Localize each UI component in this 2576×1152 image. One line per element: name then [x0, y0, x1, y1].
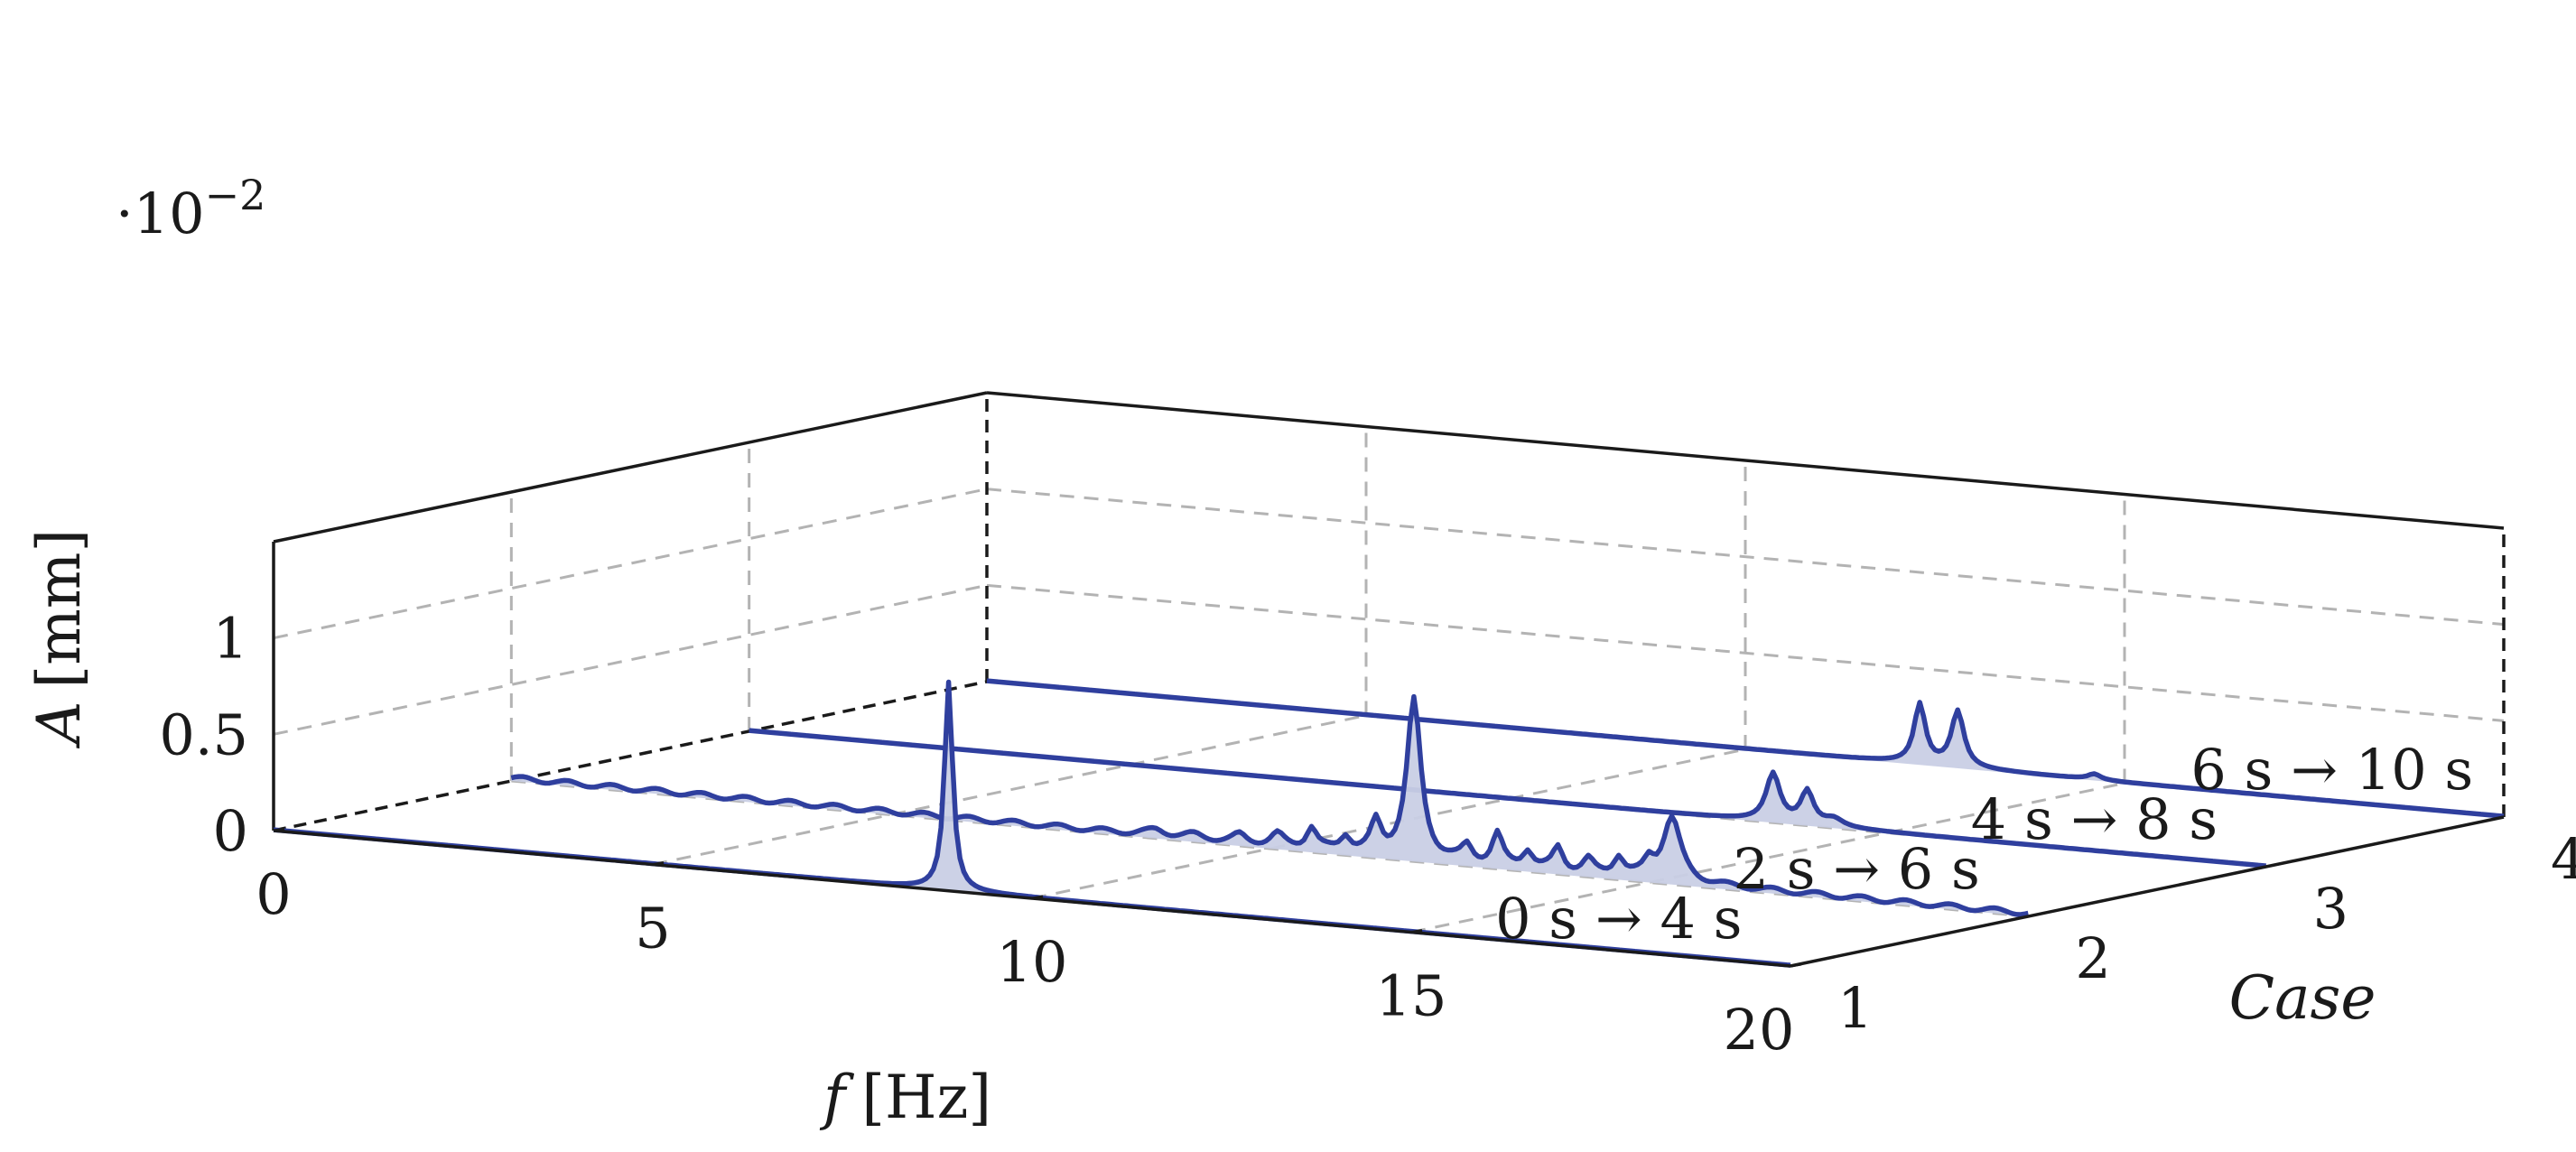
- box-edge-top-back: [986, 391, 2505, 530]
- z-multiplier-base: ·10: [116, 181, 205, 246]
- x-tick-mark: [273, 827, 285, 832]
- series-line-2: [510, 693, 2029, 917]
- x-tick-mark: [1410, 929, 1423, 934]
- series-fill-2: [511, 696, 2029, 916]
- z-tick-label: 1: [213, 606, 248, 672]
- series-line-4: [986, 678, 2505, 819]
- y-axis-title: Case: [2229, 963, 2376, 1033]
- grid-side-amp: [273, 583, 988, 736]
- z-axis-var: A: [24, 701, 94, 750]
- axis-box: [272, 391, 2506, 832]
- z-axis-unit: [mm]: [24, 529, 94, 689]
- x-axis-title: f [Hz]: [819, 1063, 991, 1132]
- y-tick-label: 1: [1837, 975, 1873, 1041]
- x-tick-mark: [1790, 962, 1802, 968]
- z-multiplier-label: ·10−2: [116, 171, 265, 246]
- y-axis-line: [1790, 815, 2505, 968]
- x-tick-label: 15: [1376, 963, 1447, 1029]
- z-tick-label: 0: [213, 798, 248, 864]
- x-axis-var: f: [819, 1063, 855, 1132]
- y-tick-label: 3: [2313, 876, 2348, 942]
- x-tick-label: 5: [635, 896, 670, 962]
- y-tick-label: 2: [2075, 925, 2110, 991]
- series-2: [510, 693, 2029, 917]
- x-tick-label: 10: [997, 929, 1068, 995]
- x-tick-label: 20: [1724, 997, 1795, 1063]
- series-label-1: 0 s → 4 s: [1495, 886, 1742, 952]
- z-tick-label: 0.5: [159, 701, 248, 767]
- grid-side-amp: [273, 488, 988, 640]
- x-tick-mark: [1031, 895, 1044, 900]
- z-multiplier-exponent: −2: [205, 171, 266, 219]
- label-layer: ·10−2 A [mm] f [Hz] Case 0 5 10 15 20 1 2 3 4 0 0.5 1…: [24, 171, 2576, 1132]
- x-tick-label: 0: [256, 861, 291, 927]
- x-tick-mark: [652, 861, 665, 866]
- series-label-2: 2 s → 6 s: [1733, 836, 1979, 902]
- x-axis-unit: [Hz]: [861, 1063, 991, 1132]
- series-label-3: 4 s → 8 s: [1971, 786, 2218, 852]
- series-label-4: 6 s → 10 s: [2190, 737, 2473, 803]
- box-edge-top-left: [273, 391, 988, 543]
- series-3: [749, 728, 2266, 869]
- grid-back-amp: [986, 583, 2505, 722]
- y-tick-label: 4: [2551, 826, 2576, 892]
- box-edge-floor-left: [273, 680, 988, 832]
- series-line-3: [749, 728, 2266, 869]
- front-axis-lines: [273, 815, 2505, 968]
- grid-back-amp: [986, 488, 2505, 627]
- z-axis-title: A [mm]: [24, 529, 94, 749]
- series-4: [986, 678, 2505, 819]
